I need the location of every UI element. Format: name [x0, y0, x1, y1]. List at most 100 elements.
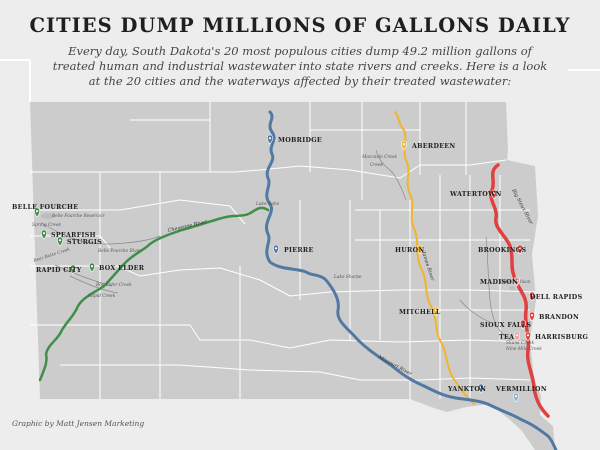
map-pin-dot — [515, 279, 519, 282]
city-label: RAPID CITY — [36, 267, 82, 274]
map-pin-dot — [479, 386, 483, 389]
city-sioux-falls: SIOUX FALLS — [480, 319, 531, 330]
map-pin-icon — [273, 244, 279, 255]
credit: Graphic by Matt Jensen Marketing — [12, 419, 145, 428]
city-markers: MOBRIDGE ABERDEEN WATERTOWN BELLE FOURCH… — [12, 134, 588, 403]
spring-creek-label: Spring Creek — [32, 223, 61, 228]
city-madison: MADISON — [480, 276, 520, 287]
city-label: MOBRIDGE — [278, 137, 322, 144]
city-sturgis: STURGIS — [57, 236, 102, 247]
mocassin-creek-label-2: Creek — [370, 163, 383, 168]
city-label: BROOKINGS — [478, 247, 526, 254]
map-pin-icon — [478, 383, 484, 394]
city-label: ABERDEEN — [411, 143, 455, 150]
city-vermillion: VERMILLION — [495, 386, 547, 403]
map-pin-dot — [35, 210, 39, 213]
city-belle-fourche: BELLE FOURCHE — [12, 204, 78, 218]
map-pin-icon — [401, 140, 407, 151]
city-pierre: PIERRE — [273, 244, 313, 255]
city-mitchell: MITCHELL — [399, 306, 441, 317]
map-pin-dot — [268, 137, 272, 140]
map-pin-dot — [530, 314, 534, 317]
rapid-creek-label: Rapid Creek — [87, 294, 116, 299]
map-pin-dot — [58, 239, 62, 242]
big-sioux-river-line — [489, 163, 550, 418]
city-label: SIOUX FALLS — [480, 322, 531, 329]
map-pin-dot — [274, 247, 278, 250]
map-pin-icon — [41, 229, 47, 240]
city-label: DELL RAPIDS — [530, 294, 583, 301]
city-aberdeen: ABERDEEN — [401, 140, 455, 151]
city-yankton: YANKTON — [447, 383, 486, 394]
map-pin-dot — [521, 322, 525, 325]
city-label: STURGIS — [67, 239, 102, 246]
state-shape — [30, 102, 555, 450]
map-pin-icon — [529, 311, 535, 322]
map-pin-icon — [514, 331, 520, 342]
belle-fourche-reservoir-label: Belle Fourche Reservoir — [51, 214, 106, 219]
map-pin-dot — [402, 143, 406, 146]
city-mobridge: MOBRIDGE — [267, 134, 322, 145]
map-pin-icon — [520, 319, 526, 330]
city-box-elder: BOX ELDER — [89, 262, 145, 273]
map-pin-icon — [525, 331, 531, 342]
city-watertown: WATERTOWN — [449, 189, 502, 200]
city-label: VERMILLION — [495, 386, 547, 393]
map-pin-icon — [267, 134, 273, 145]
belle-fourche-river-label: Belle Fourche River — [97, 249, 142, 254]
map-pin-dot — [42, 232, 46, 235]
map-pin-dot — [514, 395, 518, 398]
missouri-river-line — [265, 110, 558, 450]
map-pin-icon — [417, 244, 423, 255]
city-label: MADISON — [480, 279, 518, 286]
city-label: SPEARFISH — [51, 232, 96, 239]
neighbor-state-lines — [0, 59, 600, 102]
city-label: TEA — [499, 334, 514, 341]
city-label: BELLE FOURCHE — [12, 204, 78, 211]
box-elder-creek-label: Box Elder Creek — [95, 283, 132, 288]
map-pin-dot — [492, 192, 496, 195]
cheyenne-river-line — [38, 206, 270, 382]
city-label: BOX ELDER — [99, 265, 145, 272]
map-pin-dot — [71, 267, 75, 270]
map-pin-dot — [526, 334, 530, 337]
map-pin-dot — [418, 247, 422, 250]
map-pin-icon — [514, 276, 520, 287]
skunk-creek-label: Skunk Creek — [506, 341, 534, 346]
city-label: WATERTOWN — [449, 191, 502, 198]
city-dell-rapids: DELL RAPIDS — [529, 291, 583, 302]
belle-fourche-reservoir-shape — [41, 213, 55, 219]
city-label: HARRISBURG — [535, 334, 588, 341]
city-label: BRANDON — [539, 314, 579, 321]
city-brandon: BRANDON — [529, 311, 579, 322]
city-huron: HURON — [395, 244, 424, 255]
city-label: YANKTON — [447, 386, 486, 393]
city-harrisburg: HARRISBURG — [525, 331, 588, 342]
lake-oahe-label: Lake Oahe — [255, 202, 280, 207]
city-label: MITCHELL — [399, 309, 441, 316]
map-pin-dot — [434, 309, 438, 312]
title: CITIES DUMP MILLIONS OF GALLONS DAILY — [29, 14, 571, 37]
map-pin-dot — [518, 247, 522, 250]
lake-sharpe-label: Lake Sharpe — [333, 275, 362, 280]
map-pin-icon — [433, 306, 439, 317]
city-brookings: BROOKINGS — [478, 244, 526, 255]
map-pin-icon — [70, 264, 76, 275]
city-tea: TEA — [499, 331, 520, 342]
map-pin-icon — [513, 392, 519, 403]
map-pin-icon — [491, 189, 497, 200]
map-pin-dot — [90, 265, 94, 268]
county-lines — [30, 102, 537, 399]
map-pin-dot — [530, 294, 534, 297]
map-pin-icon — [529, 291, 535, 302]
city-label: HURON — [395, 247, 424, 254]
map-pin-icon — [89, 262, 95, 273]
city-rapid-city: RAPID CITY — [36, 264, 82, 275]
subtitle: Every day, South Dakota's 20 most populo… — [52, 44, 548, 88]
map-pin-icon — [34, 207, 40, 218]
map-pin-icon — [57, 236, 63, 247]
mocassin-creek-label: Moccasin Creek — [361, 155, 398, 160]
city-spearfish: SPEARFISH — [41, 229, 96, 240]
nine-mile-creek-label: Nine Mile Creek — [505, 347, 542, 352]
